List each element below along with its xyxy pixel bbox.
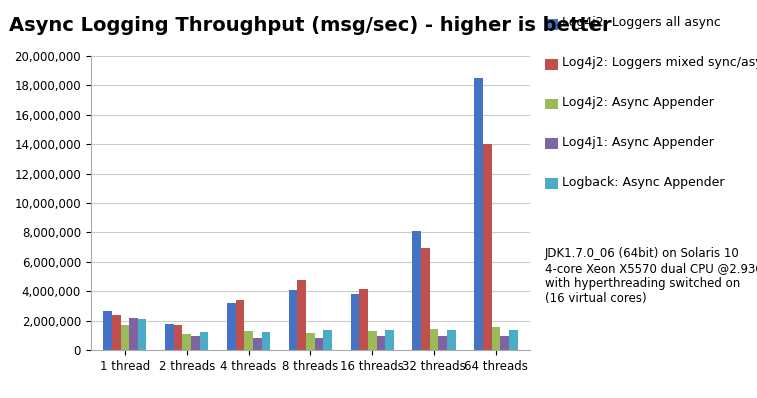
Bar [200,332,208,350]
Bar [182,334,191,350]
Bar [509,330,518,350]
Bar [129,318,138,350]
Text: Log4j2: Async Appender: Log4j2: Async Appender [562,96,714,109]
Bar [360,289,368,350]
Bar [500,336,509,350]
Bar [315,338,323,350]
Bar [288,290,298,350]
Bar [112,315,120,350]
Text: Log4j2: Loggers all async: Log4j2: Loggers all async [562,16,721,29]
Bar [138,318,147,350]
Bar [191,336,200,350]
Bar [120,325,129,350]
Bar [491,328,500,350]
Bar [323,330,332,350]
Bar [376,336,385,350]
Bar [421,248,430,350]
Bar [227,303,235,350]
Bar [350,294,360,350]
Bar [103,311,112,350]
Bar [173,325,182,350]
Bar [447,330,456,350]
Text: JDK1.7.0_06 (64bit) on Solaris 10
4-core Xeon X5570 dual CPU @2.93GHz
with hyper: JDK1.7.0_06 (64bit) on Solaris 10 4-core… [545,247,757,305]
Text: Async Logging Throughput (msg/sec) - higher is better: Async Logging Throughput (msg/sec) - hig… [9,16,612,35]
Bar [368,331,376,350]
Bar [438,336,447,350]
Bar [235,300,245,350]
Text: Log4j2: Loggers mixed sync/async: Log4j2: Loggers mixed sync/async [562,56,757,69]
Bar [413,231,421,350]
Bar [430,329,438,350]
Bar [474,78,483,350]
Bar [385,330,394,350]
Bar [306,333,315,350]
Text: Log4j1: Async Appender: Log4j1: Async Appender [562,136,714,149]
Bar [261,332,270,350]
Bar [245,331,253,350]
Bar [165,324,173,350]
Bar [298,280,306,350]
Text: Logback: Async Appender: Logback: Async Appender [562,176,724,189]
Bar [483,144,491,350]
Bar [253,338,261,350]
